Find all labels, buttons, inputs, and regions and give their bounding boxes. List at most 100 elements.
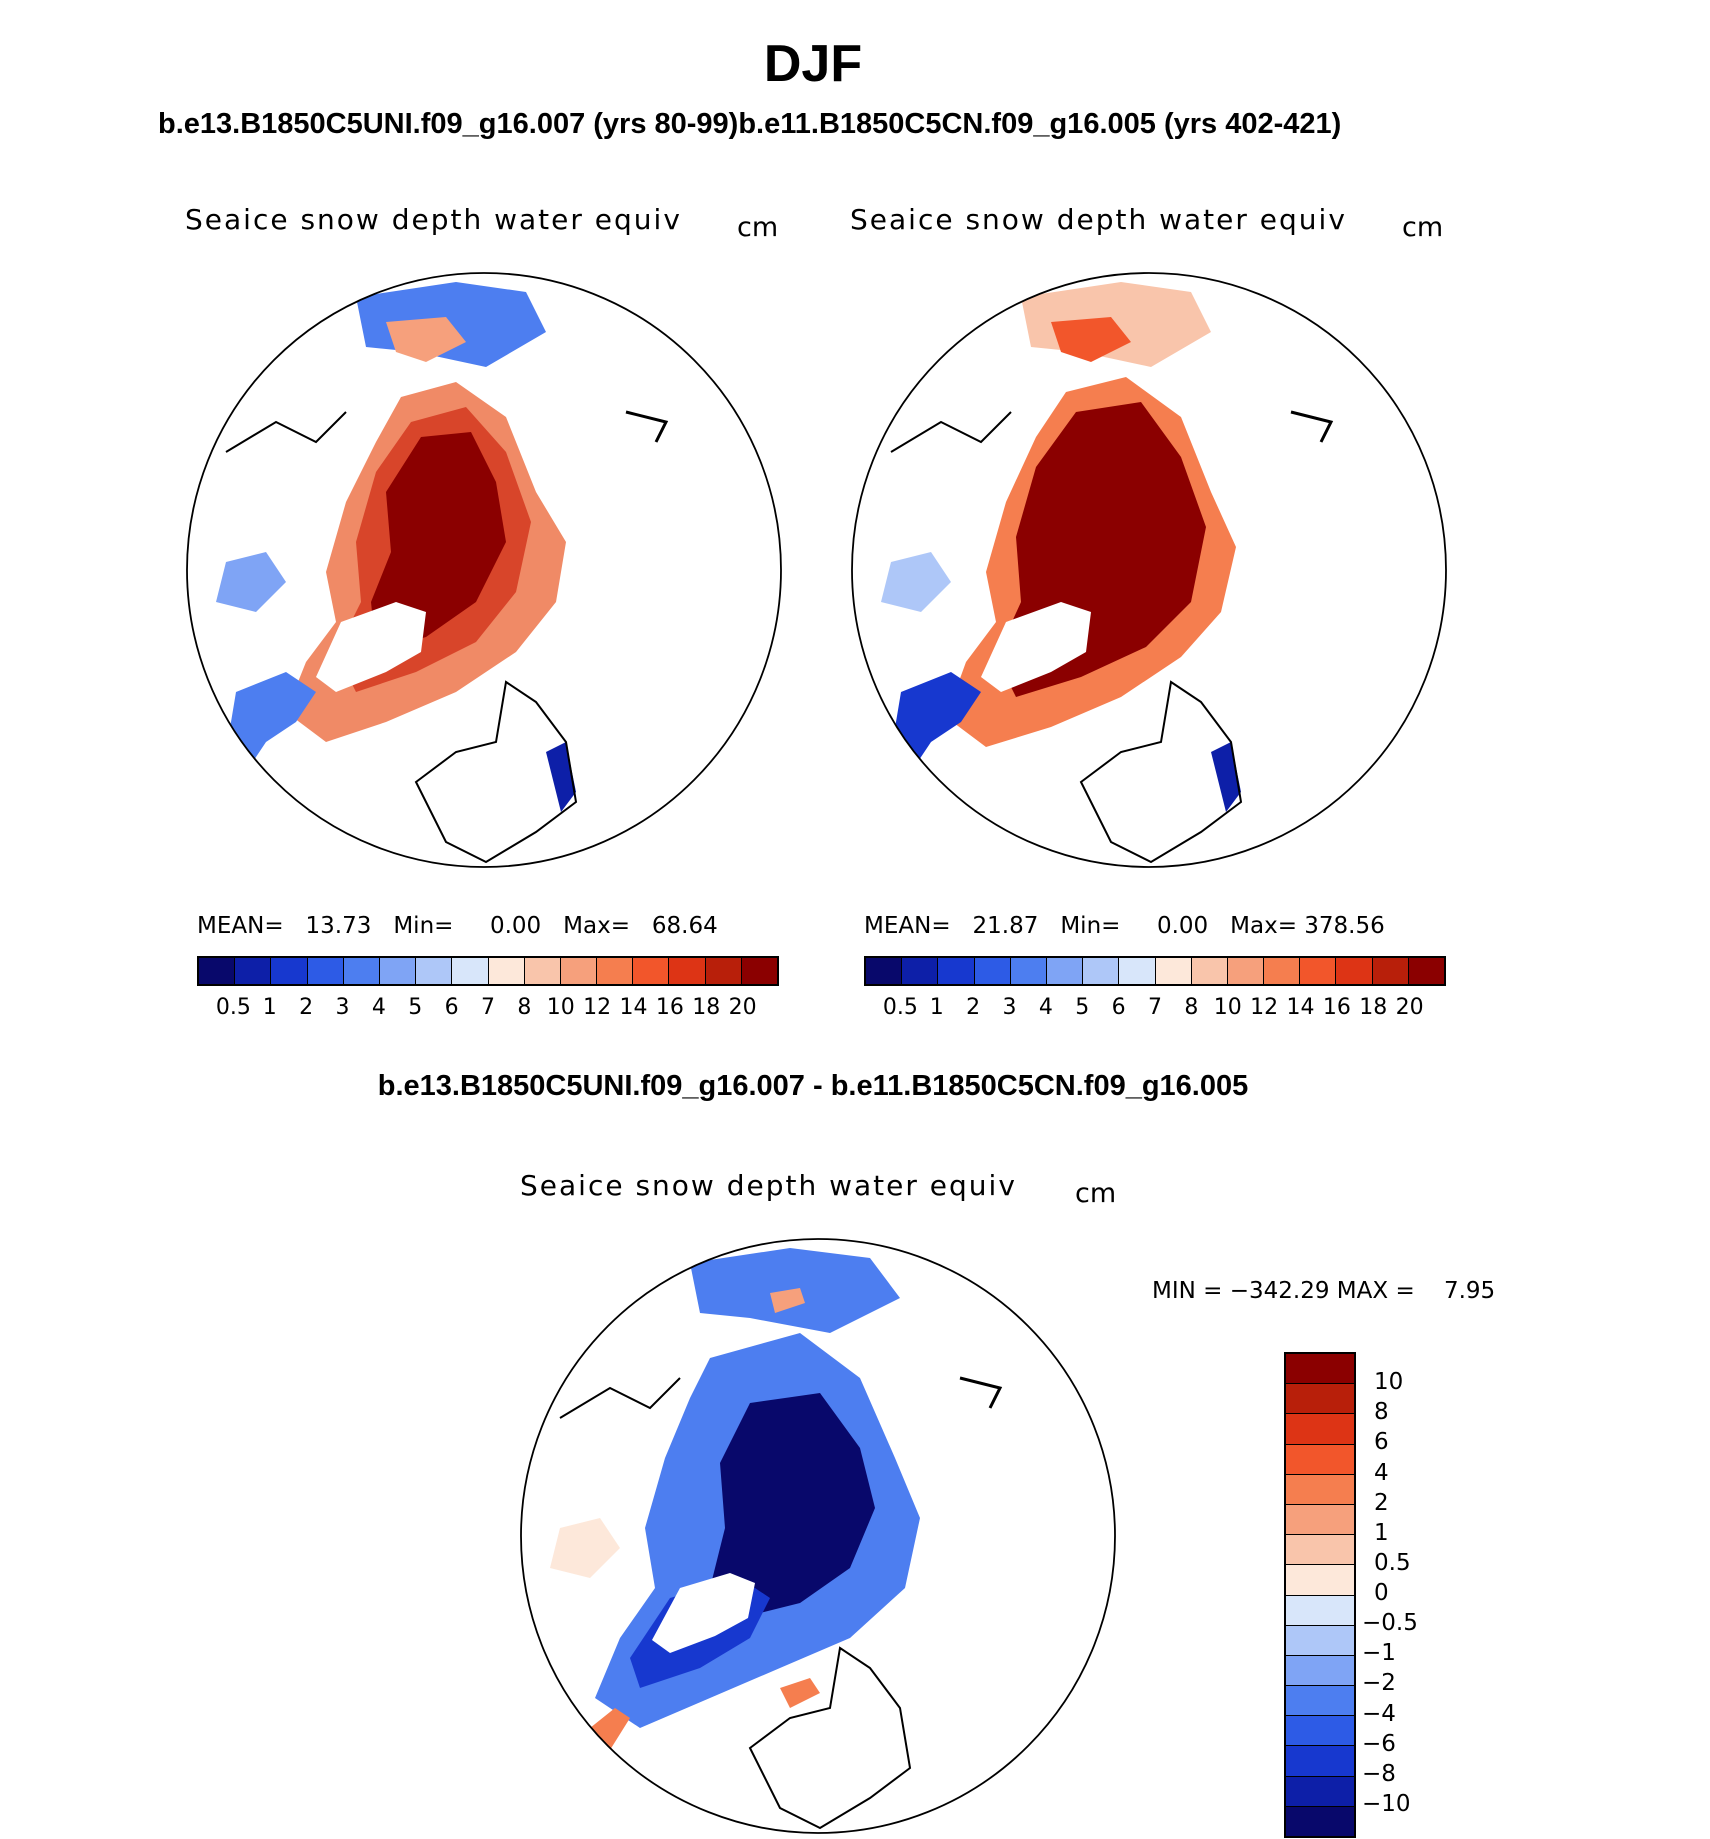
diff-variable-title: Seaice snow depth water equiv xyxy=(520,1169,1017,1202)
diff-colorbar-swatch xyxy=(1286,1414,1354,1445)
left-units: cm xyxy=(737,212,779,243)
diff-ice-core xyxy=(710,1393,875,1618)
colorbar-swatch xyxy=(379,958,417,984)
left-coast-1 xyxy=(414,680,578,864)
diff-colorbar-tick-label: 4 xyxy=(1374,1459,1389,1486)
left-stats: MEAN= 13.73 Min= 0.00 Max= 68.64 xyxy=(197,913,718,939)
left-atlantic-ice xyxy=(226,672,316,772)
colorbar-swatch xyxy=(488,958,525,984)
colorbar-tick-label: 6 xyxy=(1111,995,1126,1020)
colorbar-swatch xyxy=(1408,958,1444,984)
right-hudson xyxy=(881,552,951,612)
colorbar-tick-label: 14 xyxy=(1286,995,1315,1020)
diff-colorbar-tick-label: 0 xyxy=(1374,1580,1389,1606)
diff-subtitle: b.e13.B1850C5UNI.f09_g16.007 - b.e11.B18… xyxy=(377,1070,1249,1102)
colorbar-tick-label: 4 xyxy=(1038,995,1053,1020)
diff-units: cm xyxy=(1075,1178,1117,1209)
left-greenland xyxy=(316,602,426,692)
left-colorbar xyxy=(197,956,779,986)
colorbar-tick-label: 5 xyxy=(1075,995,1090,1020)
right-coast-2 xyxy=(890,411,1012,453)
colorbar-tick-label: 14 xyxy=(619,995,648,1020)
colorbar-swatch xyxy=(866,958,903,984)
colorbar-tick-label: 2 xyxy=(966,995,981,1020)
colorbar-tick-label: 3 xyxy=(335,995,350,1020)
colorbar-tick-label: 10 xyxy=(546,995,575,1020)
colorbar-swatch xyxy=(1046,958,1084,984)
colorbar-tick-label: 7 xyxy=(1148,995,1162,1020)
colorbar-tick-label: 16 xyxy=(655,995,684,1020)
diff-hudson xyxy=(550,1518,620,1578)
colorbar-tick-label: 6 xyxy=(444,995,459,1020)
diff-colorbar-swatch xyxy=(1286,1354,1354,1385)
colorbar-swatch xyxy=(343,958,380,984)
diff-colorbar-tick-label: 6 xyxy=(1374,1429,1389,1456)
diff-coast-2 xyxy=(559,1377,681,1419)
right-mean-label: MEAN= xyxy=(864,913,951,939)
diff-colorbar-tick-label: −2 xyxy=(1362,1670,1396,1697)
diff-colorbar-swatch xyxy=(1286,1746,1354,1777)
colorbar-tick-label: 4 xyxy=(371,995,386,1020)
colorbar-swatch xyxy=(669,958,706,984)
colorbar-swatch xyxy=(902,958,939,984)
colorbar-swatch xyxy=(199,958,236,984)
colorbar-swatch xyxy=(1119,958,1156,984)
colorbar-tick-label: 16 xyxy=(1322,995,1351,1020)
diff-colorbar-tick-label: −4 xyxy=(1362,1700,1396,1727)
colorbar-tick-label: 20 xyxy=(728,995,757,1020)
left-mean-value: 13.73 xyxy=(305,913,372,939)
diff-colorbar xyxy=(1284,1352,1356,1838)
colorbar-swatch xyxy=(1191,958,1228,984)
colorbar-tick-label: 12 xyxy=(1250,995,1279,1020)
right-units: cm xyxy=(1402,212,1444,243)
left-min-value: 0.00 xyxy=(489,913,542,939)
diff-greenland xyxy=(652,1573,755,1653)
diff-colorbar-swatch xyxy=(1286,1535,1354,1566)
colorbar-tick-label: 0.5 xyxy=(215,995,251,1020)
right-coast-1 xyxy=(1079,680,1243,864)
colorbar-swatch xyxy=(705,958,742,984)
diff-colorbar-swatch xyxy=(1286,1686,1354,1717)
colorbar-tick-label: 5 xyxy=(408,995,423,1020)
diff-colorbar-swatch xyxy=(1286,1565,1354,1596)
diff-coast-3 xyxy=(959,1376,1003,1409)
right-max-label: Max= xyxy=(1230,913,1297,939)
diff-okhotsk xyxy=(770,1288,805,1313)
colorbar-swatch xyxy=(416,958,453,984)
colorbar-tick-label: 7 xyxy=(481,995,495,1020)
diff-colorbar-swatch xyxy=(1286,1776,1354,1807)
diff-stats: MIN = −342.29 MAX = 7.95 xyxy=(1152,1278,1495,1304)
colorbar-swatch xyxy=(1264,958,1301,984)
diff-max-value: 7.95 xyxy=(1443,1278,1496,1304)
diff-coast-1 xyxy=(748,1646,912,1830)
colorbar-swatch xyxy=(938,958,975,984)
colorbar-tick-label: 18 xyxy=(692,995,721,1020)
diff-colorbar-ticks: 10 8 6 4 2 1 0.5 0 −0.5 −1 −2 −4 −6 −8 −10 xyxy=(1362,1352,1482,1834)
diff-colorbar-tick-label: 10 xyxy=(1374,1369,1404,1396)
colorbar-tick-label: 18 xyxy=(1359,995,1388,1020)
left-hudson xyxy=(216,552,286,612)
colorbar-swatch xyxy=(1155,958,1192,984)
right-min-label: Min= xyxy=(1060,913,1121,939)
figure-title: DJF xyxy=(763,35,863,93)
diff-colorbar-tick-label: 8 xyxy=(1374,1399,1389,1426)
left-max-label: Max= xyxy=(563,913,630,939)
run-left-label: b.e13.B1850C5UNI.f09_g16.007 (yrs 80-99) xyxy=(158,108,739,140)
left-min-label: Min= xyxy=(393,913,454,939)
colorbar-tick-label: 0.5 xyxy=(882,995,918,1020)
diff-polar-map xyxy=(520,1238,1116,1834)
diff-colorbar-swatch xyxy=(1286,1625,1354,1656)
right-max-value: 378.56 xyxy=(1304,913,1385,939)
colorbar-tick-label: 10 xyxy=(1213,995,1242,1020)
colorbar-tick-label: 2 xyxy=(299,995,314,1020)
right-polar-map xyxy=(851,272,1447,868)
right-coast-3 xyxy=(1290,410,1334,443)
diff-colorbar-swatch xyxy=(1286,1806,1354,1836)
left-max-value: 68.64 xyxy=(651,913,718,939)
colorbar-swatch xyxy=(974,958,1011,984)
runs-subtitle: b.e13.B1850C5UNI.f09_g16.007 (yrs 80-99)… xyxy=(158,108,1341,141)
left-variable-title: Seaice snow depth water equiv xyxy=(185,203,682,236)
colorbar-swatch xyxy=(1300,958,1337,984)
diff-colorbar-tick-label: 2 xyxy=(1374,1489,1389,1516)
diff-colorbar-tick-label: −10 xyxy=(1362,1790,1411,1817)
